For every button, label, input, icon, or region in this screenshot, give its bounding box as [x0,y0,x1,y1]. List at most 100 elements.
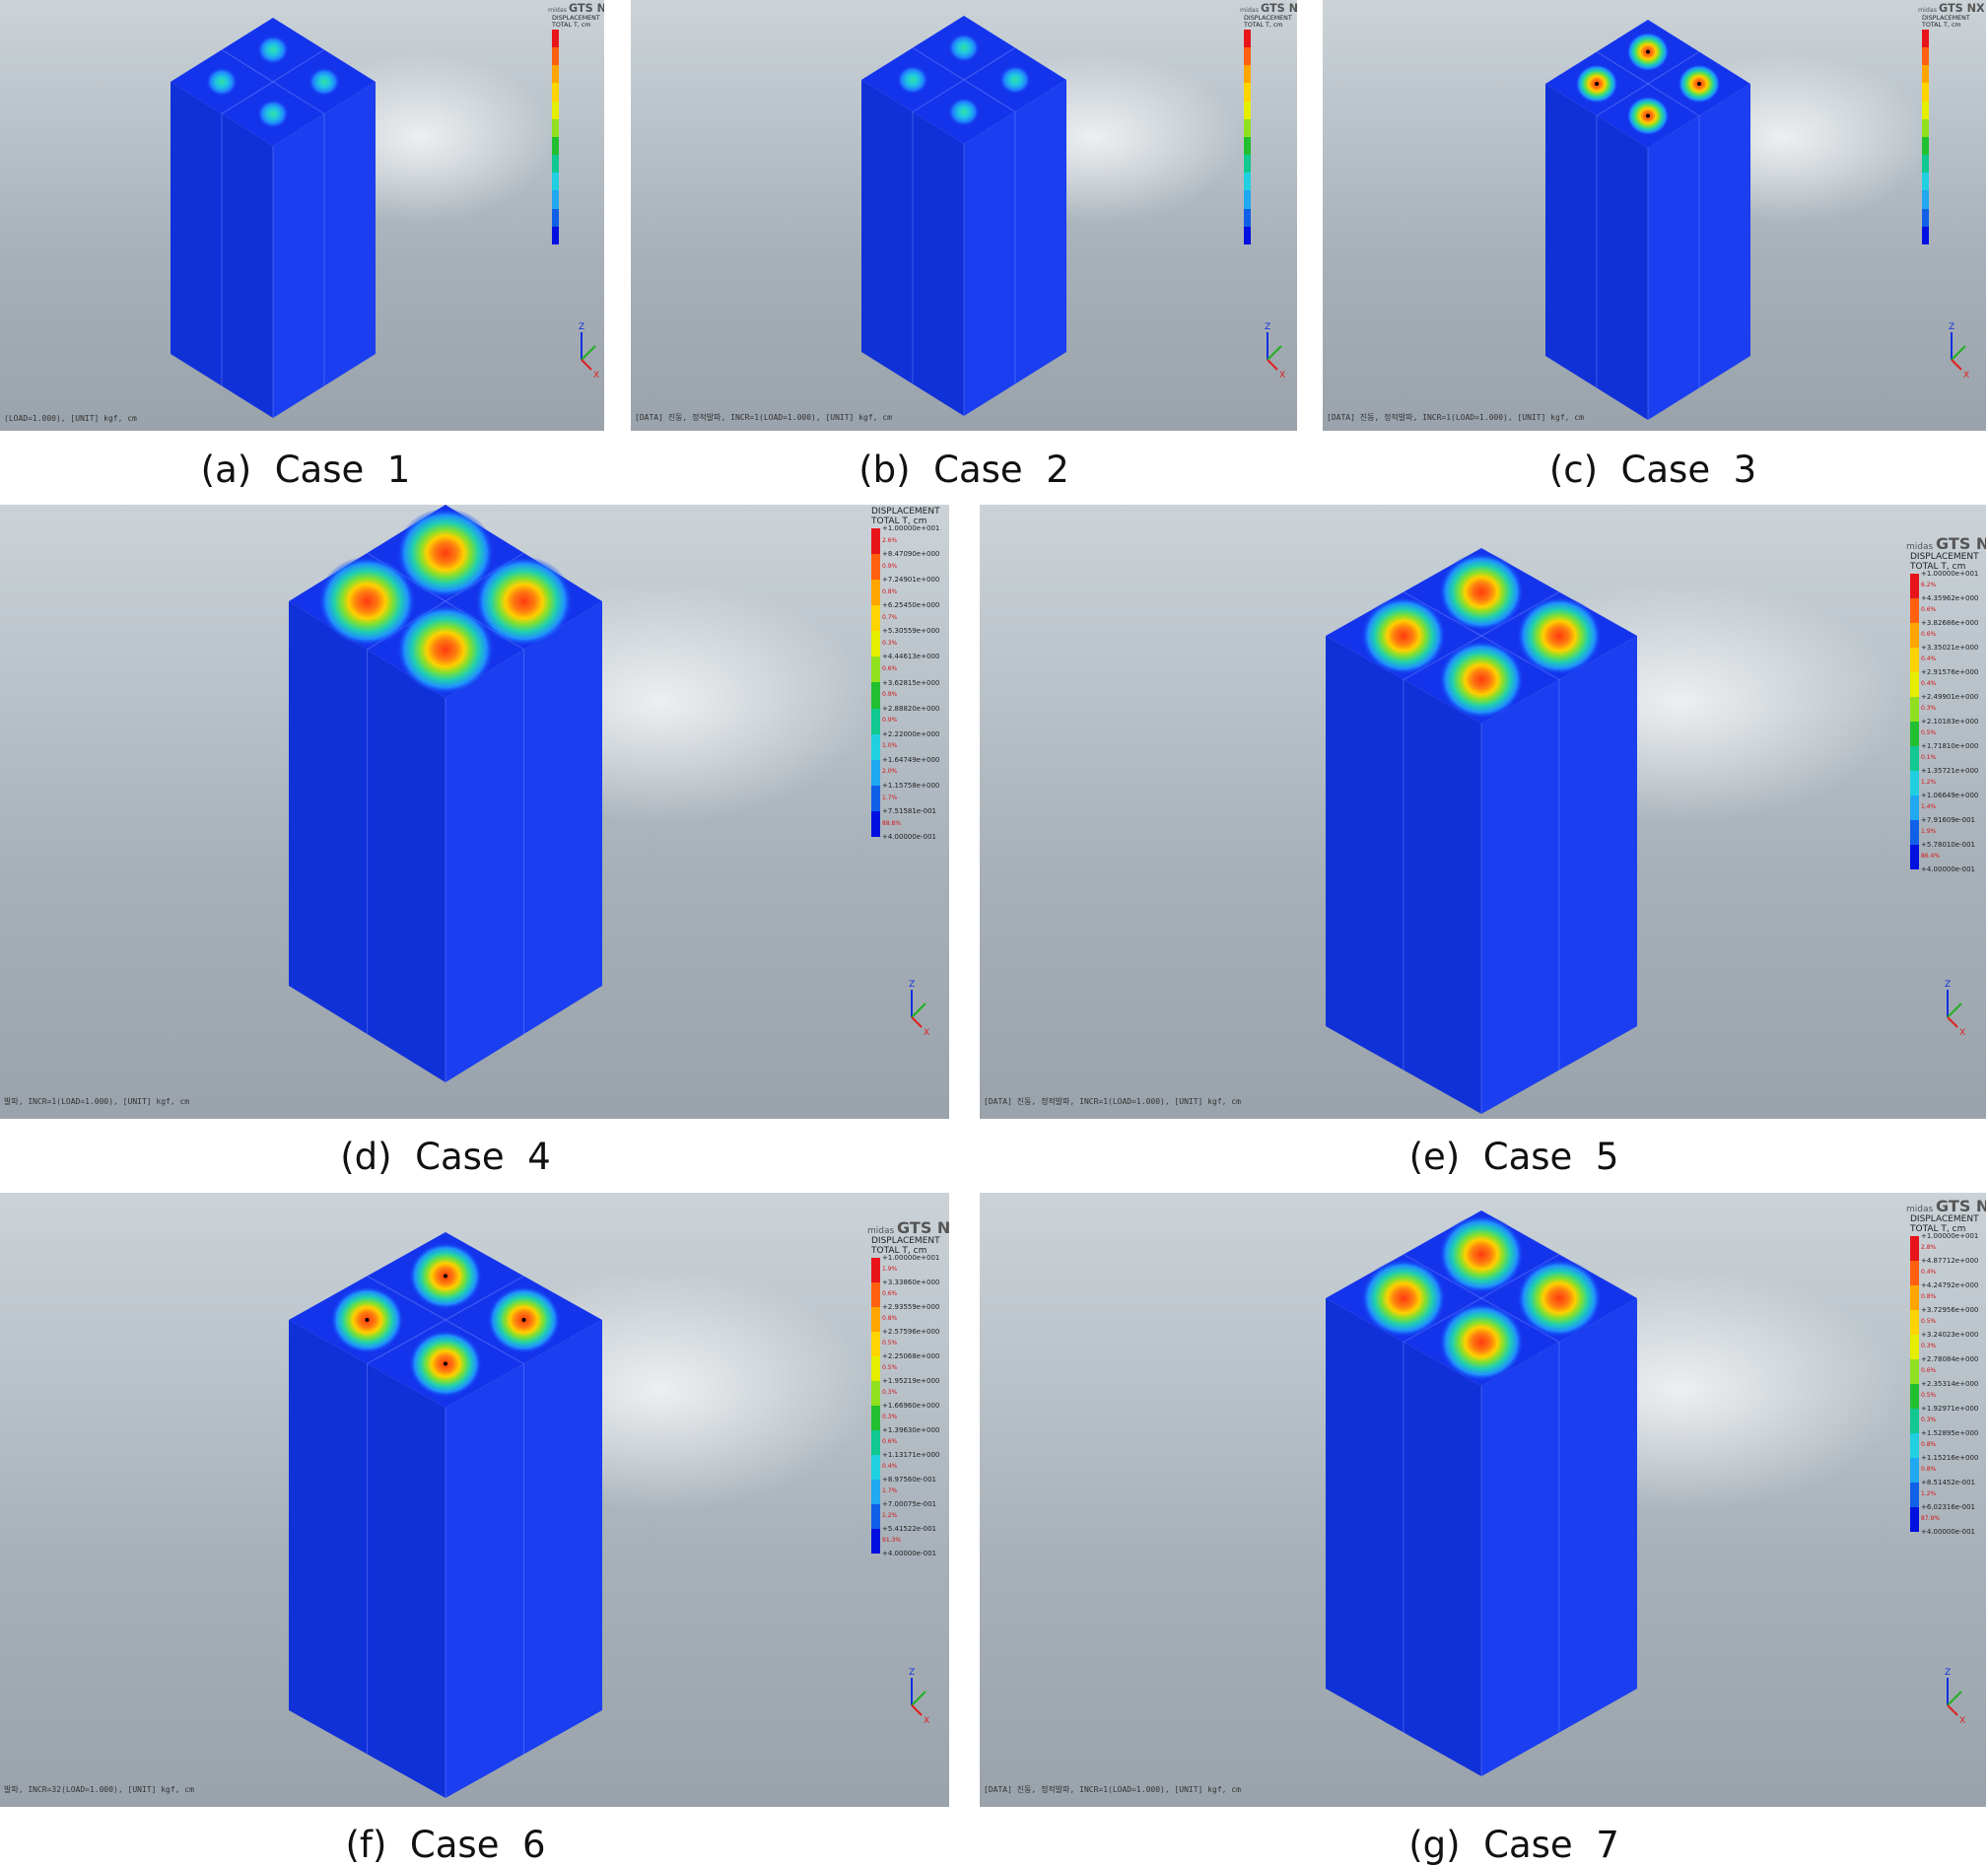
legend-swatch [1910,1409,1919,1433]
legend-swatch [1910,795,1919,820]
displacement-hotspot [317,556,417,647]
caption-case-7: (g) Case 7 [1408,1824,1619,1866]
legend-swatch [871,1381,880,1406]
right-face [446,601,602,1082]
legend-percent-label: 1.4% [1921,803,1937,811]
legend-percent-label: 0.9% [882,691,898,699]
legend-swatch [1922,83,1929,102]
logo-main-text: GTS NX [897,1218,949,1237]
legend-color-bar [552,29,559,244]
displacement-hotspot [1438,640,1525,720]
contour-legend: DISPLACEMENT TOTAL T, cm [1922,15,1970,244]
legend-swatch [871,1504,880,1529]
model-view: ZX [171,18,599,418]
logo-main-text: GTS NX [569,2,604,15]
legend-percent-label: 0.5% [1921,1318,1937,1326]
legend-swatch [871,1529,880,1554]
logo-small-text: midas [1240,7,1262,14]
legend-swatch [552,101,559,119]
legend-percent-label: 0.5% [1921,729,1937,737]
axis-x-label: X [1959,1716,1965,1726]
logo-small-text: midas [867,1226,898,1236]
legend-swatch [1910,574,1919,598]
displacement-hotspot [1360,596,1447,675]
blast-point [1646,49,1650,54]
left-face [289,1320,446,1798]
legend-tick-label: +2.10183e+000 [1921,718,1979,726]
legend-color-bar [871,528,880,837]
axis-x-label: X [924,1716,929,1726]
legend-swatch [1910,820,1919,845]
blast-point [1595,82,1599,86]
legend-percent-label: 88.8% [882,819,902,827]
left-face [1326,1298,1481,1776]
legend-tick-label: +6.02316e-001 [1921,1503,1976,1511]
status-bar: [DATA] 진동, 정적발파, INCR=1(LOAD=1.000), [UN… [984,1097,1241,1106]
legend-swatch [871,1307,880,1332]
legend-percent-label: 2.0% [882,768,898,776]
gts-nx-logo: midas GTS NX [867,505,949,508]
displacement-hotspot [1438,1214,1525,1294]
legend-tick-label: +1.95219e+000 [882,1377,940,1385]
axis-x-label: X [1279,371,1285,380]
gts-nx-logo: midas GTS NX [1906,534,1986,553]
legend-tick-label: +1.00000e+001 [882,1254,940,1262]
legend-swatch [1244,173,1251,191]
legend-tick-label: +1.39630e+000 [882,1426,940,1434]
legend-swatch [1910,598,1919,623]
logo-main-text: GTS NX [1936,1197,1986,1215]
legend-percent-label: 0.1% [1921,754,1937,762]
legend-percent-label: 6.2% [1921,582,1937,589]
top-divider [221,49,325,114]
status-bar: 발파, INCR=1(LOAD=1.000), [UNIT] kgf, cm [4,1097,190,1106]
legend-tick-label: +1.06649e+000 [1921,792,1979,799]
legend-percent-label: 0.7% [882,613,898,621]
legend-percent-label: 1.7% [882,794,898,801]
legend-title: DISPLACEMENT TOTAL T, cm [552,14,600,29]
legend-swatch [1910,1359,1919,1384]
displacement-hotspot [947,97,981,127]
legend-swatch [871,682,880,709]
legend-percent-label: 0.3% [882,1414,898,1421]
axis-triad: ZX [1265,322,1285,380]
legend-tick-label: +4.00000e-001 [882,1550,937,1557]
legend-tick-label: +1.00000e+001 [882,524,940,532]
legend-tick-label: +4.35962e+000 [1921,594,1979,602]
legend-swatch [1922,208,1929,227]
legend-percent-label: 91.3% [882,1537,902,1545]
legend-title: DISPLACEMENT TOTAL T, cm [1910,552,1979,572]
logo-small-text: midas [867,505,897,507]
legend-tick-label: +4.24792e+000 [1921,1281,1979,1289]
axis-z-label: Z [1945,1668,1951,1678]
model-view: ZX [861,16,1285,416]
legend-tick-label: +4.00000e-001 [1921,1528,1976,1536]
model-view: ZX [1326,1210,1965,1776]
legend-tick-label: +8.97560e-001 [882,1476,937,1484]
legend-swatch [1910,771,1919,795]
logo-small-text: midas [1918,7,1940,14]
displacement-hotspot [396,604,495,695]
logo-main-text: GTS NX [897,505,949,508]
legend-swatch [552,173,559,191]
legend-swatch [871,785,880,811]
legend-tick-label: +4.87712e+000 [1921,1257,1979,1265]
legend-swatch [1910,1310,1919,1335]
blast-point [1697,82,1701,86]
caption-case-5: (e) Case 5 [1408,1136,1619,1178]
contour-legend: DISPLACEMENT TOTAL T, cm +1.00000e+001 +4.… [1910,552,1979,873]
legend-swatch [1244,208,1251,227]
legend-swatch [871,810,880,837]
caption-case-3: (c) Case 3 [1548,449,1757,491]
model-view: ZX [1326,548,1965,1114]
logo-small-text: midas [1906,542,1937,552]
displacement-hotspot [1360,1259,1447,1338]
displacement-hotspot [256,35,290,65]
status-bar: (LOAD=1.000), [UNIT] kgf, cm [4,414,137,423]
